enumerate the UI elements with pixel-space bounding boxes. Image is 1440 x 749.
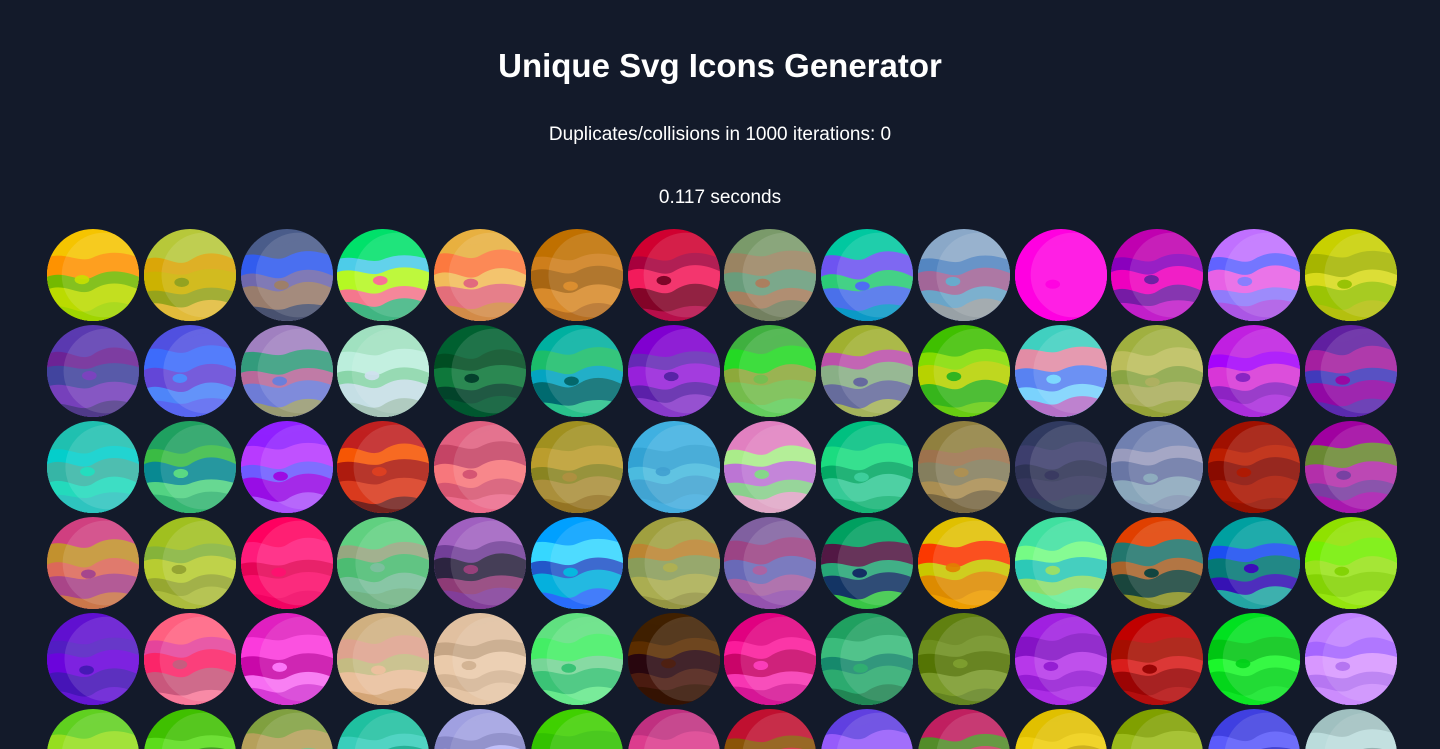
generated-icon — [1111, 517, 1204, 609]
generated-icon — [724, 229, 817, 321]
generated-icon — [821, 229, 914, 321]
generated-icon — [1111, 421, 1204, 513]
generated-icon — [434, 613, 527, 705]
page-title: Unique Svg Icons Generator — [498, 47, 942, 84]
generated-icon — [1208, 517, 1301, 609]
generated-icon — [1014, 613, 1107, 705]
generated-icon — [724, 517, 817, 609]
generated-icon — [337, 229, 430, 321]
generated-icon — [143, 325, 236, 417]
generated-icon — [917, 517, 1010, 609]
generated-icon — [627, 325, 720, 417]
generated-icon — [240, 229, 333, 321]
generated-icon — [1208, 613, 1301, 705]
generated-icon — [143, 613, 236, 705]
generated-icon — [821, 709, 914, 749]
generated-icon — [240, 421, 333, 513]
generated-icon — [337, 421, 430, 513]
generated-icon — [1208, 709, 1301, 749]
generated-icon — [47, 517, 139, 609]
generated-icon — [1111, 613, 1204, 705]
generated-icon — [47, 325, 139, 417]
generated-icon — [724, 325, 817, 417]
generated-icon — [337, 325, 430, 417]
generated-icon — [47, 613, 139, 705]
generated-icon — [240, 325, 333, 417]
generated-icon — [1208, 421, 1301, 513]
generated-icon — [240, 709, 333, 749]
generated-icon — [627, 613, 720, 705]
generated-icon — [821, 421, 914, 513]
generated-icon — [1304, 613, 1397, 705]
generated-icon — [627, 709, 720, 749]
generated-icon — [1111, 325, 1204, 417]
collisions-stat: Duplicates/collisions in 1000 iterations… — [548, 124, 892, 145]
generated-icon — [143, 517, 236, 609]
generated-icon — [627, 229, 720, 321]
generated-icon — [143, 421, 236, 513]
generated-icon — [1304, 325, 1397, 417]
generated-icon — [434, 325, 527, 417]
generated-icon — [917, 421, 1010, 513]
generated-icon — [917, 325, 1010, 417]
generated-icon — [1014, 709, 1107, 749]
generated-icon — [724, 613, 817, 705]
generated-icon — [1014, 325, 1107, 417]
generated-icon — [530, 229, 623, 321]
generated-icon — [917, 709, 1010, 749]
generated-icon — [627, 517, 720, 609]
generated-icon — [240, 517, 333, 609]
duration-stat: 0.117 seconds — [658, 187, 782, 208]
generated-icon — [434, 421, 527, 513]
generated-icon — [917, 229, 1010, 321]
generated-icon — [724, 421, 817, 513]
generated-icon — [1304, 517, 1397, 609]
generated-icon — [434, 709, 527, 749]
generated-icon — [821, 517, 914, 609]
generated-icon — [530, 421, 623, 513]
generated-icon — [434, 517, 527, 609]
generated-icon — [143, 709, 236, 749]
generated-icon — [1111, 709, 1204, 749]
generated-icon — [530, 325, 623, 417]
generated-icon — [530, 709, 623, 749]
generated-icon — [1014, 517, 1107, 609]
generated-icon — [530, 517, 623, 609]
generated-icon — [1014, 229, 1107, 321]
icon-grid — [47, 229, 1397, 749]
generated-icon — [1208, 325, 1301, 417]
generated-icon — [337, 709, 430, 749]
generated-icon — [627, 421, 720, 513]
generated-icon — [47, 421, 139, 513]
generated-icon — [1304, 421, 1397, 513]
generated-icon — [337, 517, 430, 609]
generated-icon — [240, 613, 333, 705]
generated-icon — [1111, 229, 1204, 321]
generated-icon — [1208, 229, 1301, 321]
generated-icon — [337, 613, 430, 705]
generated-icon — [1304, 229, 1397, 321]
generated-icon — [821, 613, 914, 705]
generated-icon — [1304, 709, 1397, 749]
generated-icon — [724, 709, 817, 749]
generated-icon — [47, 229, 139, 321]
generated-icon — [434, 229, 527, 321]
generated-icon — [530, 613, 623, 705]
generated-icon — [143, 229, 236, 321]
generated-icon — [1014, 421, 1107, 513]
generated-icon — [47, 709, 139, 749]
generated-icon — [917, 613, 1010, 705]
generated-icon — [821, 325, 914, 417]
